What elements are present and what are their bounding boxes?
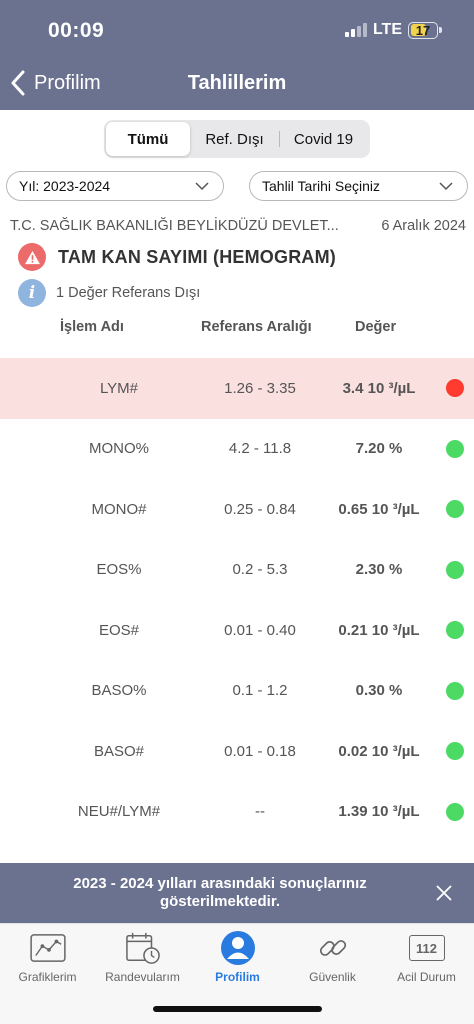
reference-range: 0.1 - 1.2 — [232, 682, 288, 700]
reference-range: 0.01 - 0.40 — [224, 621, 296, 639]
result-value: 0.30 % — [355, 682, 403, 700]
column-header-value: Değer — [355, 319, 397, 335]
table-row[interactable]: NEU#/LYM# -- 1.39 10 ³/µL — [0, 782, 474, 843]
test-title: TAM KAN SAYIMI (HEMOGRAM) — [58, 246, 336, 267]
info-row: i 1 Değer Referans Dışı — [18, 279, 200, 307]
emergency-112-icon: 112 — [407, 930, 447, 966]
chevron-left-icon — [11, 70, 25, 96]
status-dot — [446, 500, 464, 519]
column-header-name: İşlem Adı — [60, 319, 124, 335]
chevron-down-icon — [195, 181, 209, 190]
table-row[interactable]: BASO# 0.01 - 0.18 0.02 10 ³/µL — [0, 721, 474, 782]
page-title: Tahlillerim — [187, 72, 287, 94]
segment-out-of-range[interactable]: Ref. Dışı — [205, 130, 264, 148]
test-title-row: TAM KAN SAYIMI (HEMOGRAM) — [18, 243, 336, 271]
table-row[interactable]: MONO# 0.25 - 0.84 0.65 10 ³/µL — [0, 479, 474, 540]
result-value: 3.4 10 ³/µL — [342, 379, 416, 397]
tab-graphs[interactable]: Grafiklerim — [0, 930, 95, 984]
tab-profile[interactable]: Profilim — [190, 930, 285, 984]
reference-range: -- — [255, 803, 265, 821]
table-row[interactable]: EOS% 0.2 - 5.3 2.30 % — [0, 540, 474, 601]
report-date: 6 Aralık 2024 — [381, 218, 466, 234]
status-dot — [446, 742, 464, 761]
status-dot — [446, 560, 464, 579]
tab-emergency-label: Acil Durum — [397, 970, 456, 984]
out-of-range-count: 1 Değer Referans Dışı — [56, 285, 201, 301]
status-dot — [446, 621, 464, 640]
reference-range: 1.26 - 3.35 — [224, 379, 296, 397]
link-icon — [313, 930, 353, 966]
test-name: EOS% — [96, 561, 142, 579]
table-row[interactable]: LYM# 1.26 - 3.35 3.4 10 ³/µL — [0, 358, 474, 419]
tab-emergency[interactable]: 112 Acil Durum — [379, 930, 474, 984]
status-indicators: LTE 17 — [344, 21, 442, 39]
banner-text: 2023 - 2024 yılları arasındaki sonuçları… — [73, 875, 367, 910]
table-row[interactable]: EOS# 0.01 - 0.40 0.21 10 ³/µL — [0, 600, 474, 661]
test-date-select[interactable]: Tahlil Tarihi Seçiniz — [249, 171, 468, 201]
warning-icon — [18, 243, 46, 271]
tab-graphs-label: Grafiklerim — [18, 970, 77, 984]
result-value: 0.21 10 ³/µL — [338, 621, 420, 639]
battery-icon: 17 — [408, 21, 438, 39]
test-name: EOS# — [98, 621, 140, 639]
close-icon[interactable] — [435, 884, 453, 902]
header-bar: 00:09 LTE 17 Profilim Tahlillerim — [0, 0, 474, 110]
result-value: 7.20 % — [355, 440, 403, 458]
test-date-select-value: Tahlil Tarihi Seçiniz — [262, 178, 381, 194]
status-dot — [446, 439, 464, 458]
test-name: NEU#/LYM# — [77, 803, 161, 821]
tab-appointments-label: Randevularım — [105, 970, 180, 984]
tab-profile-label: Profilim — [215, 970, 260, 984]
result-value: 1.39 10 ³/µL — [338, 803, 420, 821]
calendar-clock-icon — [123, 930, 163, 966]
info-banner: 2023 - 2024 yılları arasındaki sonuçları… — [0, 863, 474, 923]
user-icon — [218, 930, 258, 966]
column-header-range: Referans Aralığı — [201, 319, 312, 335]
tab-bar: Grafiklerim Randevularım Profilim Güvenl… — [0, 923, 474, 1024]
table-row[interactable]: BASO% 0.1 - 1.2 0.30 % — [0, 661, 474, 722]
status-dot — [446, 379, 464, 398]
signal-icon — [344, 23, 367, 37]
report-header: T.C. SAĞLIK BAKANLIĞI BEYLİKDÜZÜ DEVLET.… — [10, 218, 466, 234]
status-dot — [446, 802, 464, 821]
year-select[interactable]: Yıl: 2023-2024 — [6, 171, 224, 201]
tab-security[interactable]: Güvenlik — [285, 930, 380, 984]
home-indicator — [153, 1006, 322, 1012]
test-name: MONO% — [89, 440, 149, 458]
status-dot — [446, 681, 464, 700]
result-value: 0.65 10 ³/µL — [338, 500, 420, 518]
chart-icon — [28, 930, 68, 966]
chevron-down-icon — [439, 181, 453, 190]
year-select-value: Yıl: 2023-2024 — [19, 178, 111, 194]
segment-covid[interactable]: Covid 19 — [279, 122, 368, 156]
segment-all[interactable]: Tümü — [106, 122, 190, 156]
tab-appointments[interactable]: Randevularım — [95, 930, 190, 984]
test-name: LYM# — [99, 379, 139, 397]
reference-range: 0.2 - 5.3 — [232, 561, 288, 579]
reference-range: 0.25 - 0.84 — [224, 500, 296, 518]
network-label: LTE — [372, 21, 402, 38]
back-button[interactable]: Profilim — [10, 70, 101, 96]
tab-security-label: Güvenlik — [309, 970, 356, 984]
reference-range: 4.2 - 11.8 — [228, 440, 292, 458]
test-name: BASO% — [91, 682, 147, 700]
hospital-name: T.C. SAĞLIK BAKANLIĞI BEYLİKDÜZÜ DEVLET.… — [10, 218, 339, 234]
table-row[interactable]: MONO% 4.2 - 11.8 7.20 % — [0, 419, 474, 480]
result-value: 2.30 % — [355, 561, 403, 579]
filter-segmented-control: Tümü Ref. Dışı Covid 19 — [104, 120, 370, 158]
test-name: MONO# — [91, 500, 147, 518]
reference-range: 0.01 - 0.18 — [224, 742, 296, 760]
info-icon: i — [18, 279, 46, 307]
test-name: BASO# — [93, 742, 145, 760]
battery-level: 17 — [415, 22, 431, 38]
result-value: 0.02 10 ³/µL — [338, 742, 420, 760]
status-time: 00:09 — [48, 19, 105, 42]
back-button-label: Profilim — [34, 71, 101, 94]
